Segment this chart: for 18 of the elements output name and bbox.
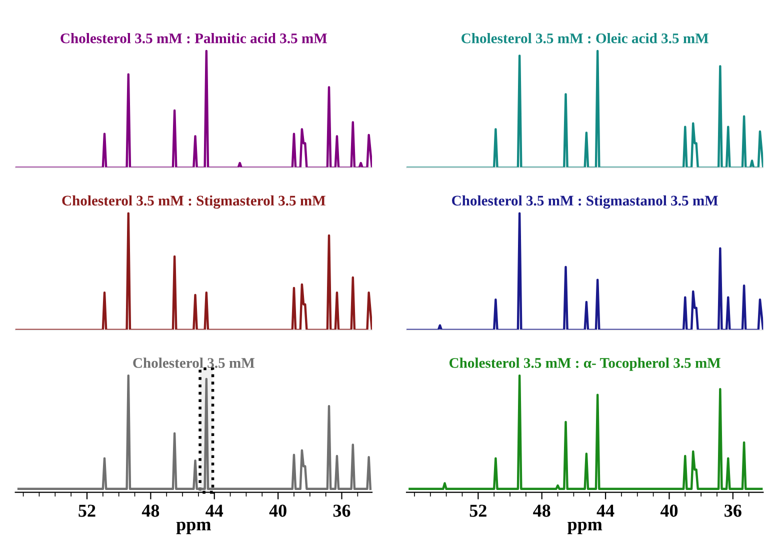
x-tick-label: 36	[724, 504, 742, 517]
x-axis-title: ppm	[568, 522, 602, 534]
x-tick-label: 44	[596, 504, 614, 517]
x-tick-label: 44	[206, 504, 224, 517]
x-tick-label: 52	[470, 504, 486, 517]
chart-title: Cholesterol 3.5 mM : Palmitic acid 3.5 mM	[60, 33, 327, 44]
chart-title: Cholesterol 3.5 mM : α- Tocopherol 3.5 mM	[449, 358, 720, 371]
chart-title: Cholesterol 3.5 mM : Oleic acid 3.5 mM	[462, 33, 708, 44]
x-tick-label: 52	[78, 504, 96, 517]
chart-title: Cholesterol 3.5 mM	[133, 358, 254, 368]
x-tick-label: 48	[533, 504, 550, 517]
x-tick-label: 40	[269, 504, 286, 517]
chart-title: Cholesterol 3.5 mM : Stigmasterol 3.5 mM	[62, 195, 326, 209]
x-tick-label: 36	[333, 504, 350, 517]
x-tick-label: 40	[660, 504, 678, 517]
x-tick-label: 48	[142, 504, 160, 517]
chart-title: Cholesterol 3.5 mM : Stigmastanol 3.5 mM	[452, 195, 718, 209]
x-axis-title: ppm	[176, 522, 211, 534]
